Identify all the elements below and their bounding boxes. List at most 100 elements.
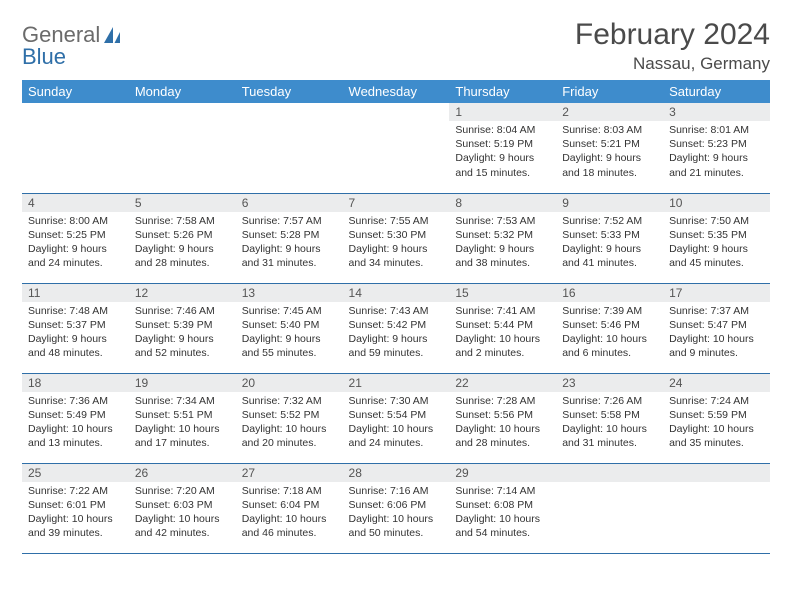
- daynum-bar: 29: [449, 464, 556, 482]
- daylight-text: Daylight: 9 hours and 59 minutes.: [349, 332, 444, 360]
- calendar-cell: 21Sunrise: 7:30 AMSunset: 5:54 PMDayligh…: [343, 373, 450, 463]
- sunrise-text: Sunrise: 7:55 AM: [349, 214, 444, 228]
- day-details: Sunrise: 8:00 AMSunset: 5:25 PMDaylight:…: [22, 212, 129, 277]
- weekday-header: Monday: [129, 80, 236, 103]
- sunset-text: Sunset: 5:54 PM: [349, 408, 444, 422]
- calendar-cell: 10Sunrise: 7:50 AMSunset: 5:35 PMDayligh…: [663, 193, 770, 283]
- day-details: Sunrise: 7:43 AMSunset: 5:42 PMDaylight:…: [343, 302, 450, 367]
- calendar-cell: [556, 463, 663, 553]
- calendar-cell: 9Sunrise: 7:52 AMSunset: 5:33 PMDaylight…: [556, 193, 663, 283]
- sunrise-text: Sunrise: 7:18 AM: [242, 484, 337, 498]
- daynum-bar: 12: [129, 284, 236, 302]
- calendar-cell: 5Sunrise: 7:58 AMSunset: 5:26 PMDaylight…: [129, 193, 236, 283]
- daynum-bar: 4: [22, 194, 129, 212]
- daynum-bar: 22: [449, 374, 556, 392]
- calendar-row: 18Sunrise: 7:36 AMSunset: 5:49 PMDayligh…: [22, 373, 770, 463]
- calendar-row: 1Sunrise: 8:04 AMSunset: 5:19 PMDaylight…: [22, 103, 770, 193]
- daylight-text: Daylight: 10 hours and 28 minutes.: [455, 422, 550, 450]
- calendar-cell: 6Sunrise: 7:57 AMSunset: 5:28 PMDaylight…: [236, 193, 343, 283]
- sunrise-text: Sunrise: 7:43 AM: [349, 304, 444, 318]
- location-label: Nassau, Germany: [575, 54, 770, 74]
- day-details: Sunrise: 7:39 AMSunset: 5:46 PMDaylight:…: [556, 302, 663, 367]
- calendar-cell: 28Sunrise: 7:16 AMSunset: 6:06 PMDayligh…: [343, 463, 450, 553]
- calendar-cell: 18Sunrise: 7:36 AMSunset: 5:49 PMDayligh…: [22, 373, 129, 463]
- daynum-bar: 19: [129, 374, 236, 392]
- weekday-header: Sunday: [22, 80, 129, 103]
- sunrise-text: Sunrise: 8:04 AM: [455, 123, 550, 137]
- daynum-bar: 15: [449, 284, 556, 302]
- sunset-text: Sunset: 5:19 PM: [455, 137, 550, 151]
- sunset-text: Sunset: 5:30 PM: [349, 228, 444, 242]
- calendar-cell: 3Sunrise: 8:01 AMSunset: 5:23 PMDaylight…: [663, 103, 770, 193]
- daynum-bar: 11: [22, 284, 129, 302]
- calendar-cell: 7Sunrise: 7:55 AMSunset: 5:30 PMDaylight…: [343, 193, 450, 283]
- daynum-bar: 2: [556, 103, 663, 121]
- day-details: Sunrise: 7:34 AMSunset: 5:51 PMDaylight:…: [129, 392, 236, 457]
- sunrise-text: Sunrise: 7:28 AM: [455, 394, 550, 408]
- day-details: Sunrise: 7:24 AMSunset: 5:59 PMDaylight:…: [663, 392, 770, 457]
- sunrise-text: Sunrise: 7:32 AM: [242, 394, 337, 408]
- sunset-text: Sunset: 5:23 PM: [669, 137, 764, 151]
- sunset-text: Sunset: 5:25 PM: [28, 228, 123, 242]
- sunset-text: Sunset: 6:06 PM: [349, 498, 444, 512]
- sunrise-text: Sunrise: 7:20 AM: [135, 484, 230, 498]
- day-details: Sunrise: 7:32 AMSunset: 5:52 PMDaylight:…: [236, 392, 343, 457]
- daylight-text: Daylight: 9 hours and 52 minutes.: [135, 332, 230, 360]
- sunrise-text: Sunrise: 8:03 AM: [562, 123, 657, 137]
- calendar-cell: 29Sunrise: 7:14 AMSunset: 6:08 PMDayligh…: [449, 463, 556, 553]
- day-details: Sunrise: 7:18 AMSunset: 6:04 PMDaylight:…: [236, 482, 343, 547]
- sunrise-text: Sunrise: 7:50 AM: [669, 214, 764, 228]
- daylight-text: Daylight: 9 hours and 38 minutes.: [455, 242, 550, 270]
- daynum-bar: 10: [663, 194, 770, 212]
- sunset-text: Sunset: 5:44 PM: [455, 318, 550, 332]
- day-details: Sunrise: 7:36 AMSunset: 5:49 PMDaylight:…: [22, 392, 129, 457]
- sunrise-text: Sunrise: 7:46 AM: [135, 304, 230, 318]
- calendar-cell: [22, 103, 129, 193]
- calendar-cell: 26Sunrise: 7:20 AMSunset: 6:03 PMDayligh…: [129, 463, 236, 553]
- day-details: Sunrise: 7:14 AMSunset: 6:08 PMDaylight:…: [449, 482, 556, 547]
- day-details: Sunrise: 7:50 AMSunset: 5:35 PMDaylight:…: [663, 212, 770, 277]
- calendar-row: 4Sunrise: 8:00 AMSunset: 5:25 PMDaylight…: [22, 193, 770, 283]
- sunset-text: Sunset: 6:04 PM: [242, 498, 337, 512]
- day-details: Sunrise: 7:52 AMSunset: 5:33 PMDaylight:…: [556, 212, 663, 277]
- calendar-cell: 8Sunrise: 7:53 AMSunset: 5:32 PMDaylight…: [449, 193, 556, 283]
- sunrise-text: Sunrise: 7:37 AM: [669, 304, 764, 318]
- weekday-header: Tuesday: [236, 80, 343, 103]
- calendar-cell: 27Sunrise: 7:18 AMSunset: 6:04 PMDayligh…: [236, 463, 343, 553]
- sunset-text: Sunset: 5:59 PM: [669, 408, 764, 422]
- daylight-text: Daylight: 9 hours and 34 minutes.: [349, 242, 444, 270]
- calendar-cell: [343, 103, 450, 193]
- sunrise-text: Sunrise: 7:22 AM: [28, 484, 123, 498]
- sunrise-text: Sunrise: 7:36 AM: [28, 394, 123, 408]
- daylight-text: Daylight: 9 hours and 48 minutes.: [28, 332, 123, 360]
- weekday-header-row: Sunday Monday Tuesday Wednesday Thursday…: [22, 80, 770, 103]
- daynum-bar: 6: [236, 194, 343, 212]
- sunset-text: Sunset: 5:42 PM: [349, 318, 444, 332]
- day-details: Sunrise: 7:22 AMSunset: 6:01 PMDaylight:…: [22, 482, 129, 547]
- calendar-cell: 17Sunrise: 7:37 AMSunset: 5:47 PMDayligh…: [663, 283, 770, 373]
- sunset-text: Sunset: 6:08 PM: [455, 498, 550, 512]
- daylight-text: Daylight: 10 hours and 13 minutes.: [28, 422, 123, 450]
- sunrise-text: Sunrise: 7:58 AM: [135, 214, 230, 228]
- calendar-cell: 25Sunrise: 7:22 AMSunset: 6:01 PMDayligh…: [22, 463, 129, 553]
- calendar-cell: 4Sunrise: 8:00 AMSunset: 5:25 PMDaylight…: [22, 193, 129, 283]
- sunset-text: Sunset: 6:03 PM: [135, 498, 230, 512]
- daylight-text: Daylight: 10 hours and 39 minutes.: [28, 512, 123, 540]
- daylight-text: Daylight: 9 hours and 31 minutes.: [242, 242, 337, 270]
- brand-part2: Blue: [22, 44, 66, 69]
- daylight-text: Daylight: 10 hours and 20 minutes.: [242, 422, 337, 450]
- daylight-text: Daylight: 10 hours and 31 minutes.: [562, 422, 657, 450]
- sunrise-text: Sunrise: 7:52 AM: [562, 214, 657, 228]
- sunrise-text: Sunrise: 7:30 AM: [349, 394, 444, 408]
- day-details: Sunrise: 8:04 AMSunset: 5:19 PMDaylight:…: [449, 121, 556, 186]
- calendar-cell: 19Sunrise: 7:34 AMSunset: 5:51 PMDayligh…: [129, 373, 236, 463]
- sunset-text: Sunset: 5:26 PM: [135, 228, 230, 242]
- day-details: Sunrise: 7:20 AMSunset: 6:03 PMDaylight:…: [129, 482, 236, 547]
- day-details: Sunrise: 7:28 AMSunset: 5:56 PMDaylight:…: [449, 392, 556, 457]
- daynum-bar: 14: [343, 284, 450, 302]
- daynum-bar: 17: [663, 284, 770, 302]
- daylight-text: Daylight: 10 hours and 6 minutes.: [562, 332, 657, 360]
- calendar-body: 1Sunrise: 8:04 AMSunset: 5:19 PMDaylight…: [22, 103, 770, 553]
- calendar-cell: 20Sunrise: 7:32 AMSunset: 5:52 PMDayligh…: [236, 373, 343, 463]
- daylight-text: Daylight: 9 hours and 21 minutes.: [669, 151, 764, 179]
